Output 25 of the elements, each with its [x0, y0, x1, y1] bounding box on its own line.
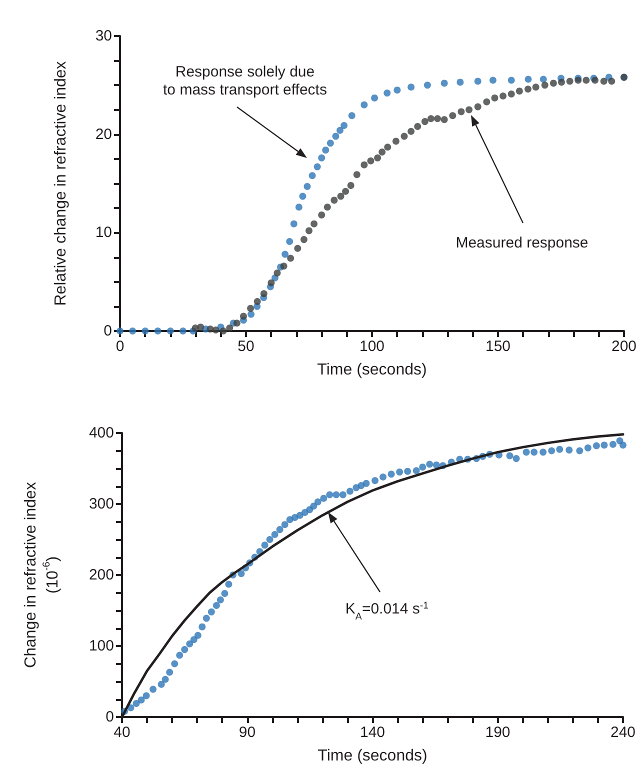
- x-tick-label: 40: [114, 724, 130, 741]
- x-tick-label: 150: [485, 338, 511, 355]
- x-tick-label: 0: [116, 338, 124, 355]
- x-tick-label: 50: [238, 338, 254, 355]
- x-tick-label: 100: [359, 338, 385, 355]
- x-tick-label: 90: [238, 724, 256, 741]
- x-tick-label: 200: [611, 338, 637, 355]
- y-tick-label: 100: [88, 638, 114, 654]
- annotation: Response solely due to mass transport effects: [163, 63, 327, 98]
- annotation: K$_{A}$=0.014 s$^{-1}$: [345, 600, 429, 622]
- y-tick-label: 200: [88, 566, 114, 584]
- y-tick-label: 0: [106, 708, 114, 726]
- y-tick-label: 20: [95, 126, 112, 143]
- y-tick-label: 400: [88, 424, 114, 442]
- annotation: Measured response: [456, 234, 588, 252]
- y-tick-label: 0: [104, 322, 112, 340]
- y-tick-label: 10: [95, 224, 112, 242]
- y-tick-label: 30: [95, 28, 112, 44]
- y-tick-label: 300: [88, 496, 114, 512]
- x-tick-label: 140: [360, 724, 386, 741]
- x-tick-label: 240: [610, 724, 636, 741]
- x-axis-title: Time (seconds): [318, 747, 428, 764]
- x-tick-label: 190: [485, 724, 510, 741]
- y-axis-title: Relative change in refractive index: [52, 61, 70, 306]
- x-axis-title: Time (seconds): [317, 361, 427, 378]
